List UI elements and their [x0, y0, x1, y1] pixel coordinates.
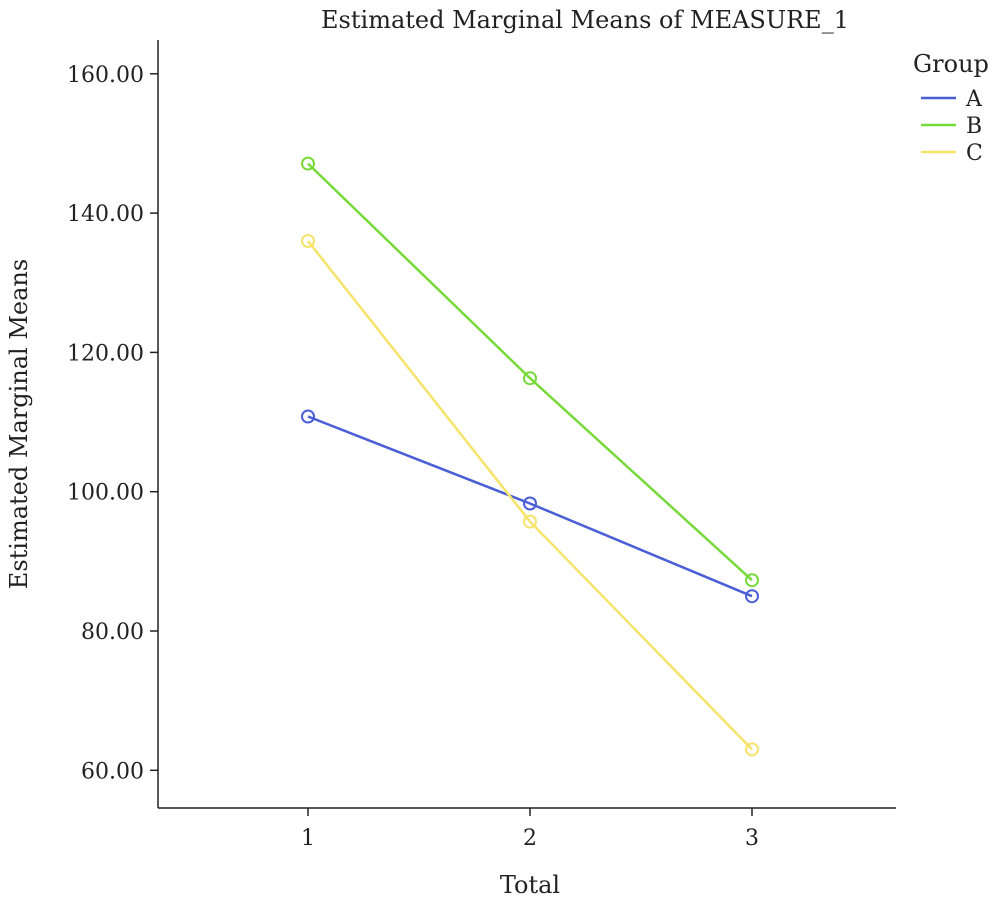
data-point-a — [301, 409, 315, 424]
legend-label-b: B — [966, 114, 982, 139]
y-tick-label: 80.00 — [81, 620, 144, 645]
legend-label-c: C — [966, 141, 983, 166]
data-point-a — [523, 496, 537, 511]
axes — [157, 40, 896, 809]
x-tick-label: 1 — [301, 826, 315, 851]
series-layer — [301, 156, 759, 757]
data-point-c — [745, 742, 759, 757]
data-point-b — [301, 156, 315, 171]
chart-title: Estimated Marginal Means of MEASURE_1 — [321, 6, 849, 34]
y-axis-title: Estimated Marginal Means — [5, 259, 33, 589]
legend: Group ABC — [913, 50, 989, 166]
data-point-b — [523, 371, 537, 386]
y-ticks: 60.00 80.00 100.00 120.00 140.00 160.00 — [67, 63, 158, 784]
series-line-a — [307, 415, 753, 598]
series-line-b — [307, 162, 753, 582]
data-point-a — [745, 589, 759, 604]
legend-title: Group — [913, 50, 989, 78]
series-line-c — [307, 240, 753, 751]
y-tick-label: 100.00 — [67, 481, 144, 506]
data-point-c — [523, 514, 537, 529]
legend-label-a: A — [965, 87, 983, 112]
data-point-b — [745, 573, 759, 588]
y-tick-label: 120.00 — [67, 341, 144, 366]
x-axis-title: Total — [500, 871, 560, 899]
y-tick-label: 160.00 — [67, 63, 144, 88]
y-tick-label: 60.00 — [81, 759, 144, 784]
x-tick-label: 3 — [745, 826, 759, 851]
data-point-c — [301, 234, 315, 248]
x-tick-label: 2 — [523, 826, 537, 851]
x-ticks: 1 2 3 — [301, 808, 759, 851]
y-tick-label: 140.00 — [67, 202, 144, 227]
